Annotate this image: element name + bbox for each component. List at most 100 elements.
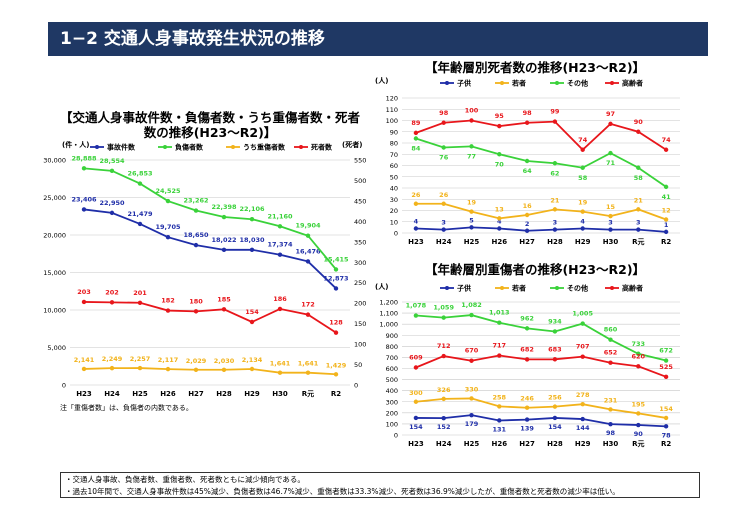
x-tick-label: R元	[632, 440, 644, 448]
y-tick-label: 100	[386, 117, 398, 125]
data-point	[497, 320, 502, 325]
data-label: 1,641	[270, 360, 291, 368]
x-tick-label: H28	[216, 390, 232, 398]
data-label: 62	[550, 169, 559, 177]
data-point	[81, 166, 87, 171]
data-point	[221, 307, 227, 312]
data-point	[580, 321, 585, 326]
data-point	[165, 308, 171, 313]
data-point	[441, 415, 446, 421]
data-point	[249, 247, 255, 252]
series-line	[415, 226, 667, 233]
data-label: 962	[520, 314, 534, 322]
data-label: 201	[133, 289, 147, 297]
data-label: 300	[409, 389, 423, 397]
y2-tick-label: 550	[354, 157, 366, 165]
data-point	[469, 312, 474, 318]
data-point	[580, 209, 585, 214]
data-label: 98	[523, 109, 533, 117]
data-label: 70	[495, 160, 505, 168]
y-tick-label: 50	[390, 173, 398, 181]
x-tick-label: H26	[160, 390, 176, 398]
data-point	[469, 412, 474, 418]
data-label: 139	[520, 425, 534, 433]
data-label: 77	[467, 152, 476, 160]
y-tick-label: 1,200	[379, 299, 398, 307]
x-tick-label: H28	[547, 440, 563, 448]
series-line	[415, 354, 667, 378]
y-tick-label: 20	[390, 207, 398, 215]
data-label: 620	[632, 352, 646, 360]
data-label: 152	[437, 423, 451, 431]
y-tick-label: 60	[390, 162, 398, 170]
series-line	[415, 137, 667, 188]
data-point	[524, 120, 530, 125]
data-label: 179	[465, 420, 479, 428]
data-point	[608, 121, 613, 127]
data-label: 186	[273, 295, 287, 303]
legend-marker	[299, 145, 303, 149]
data-label: 23,406	[71, 195, 97, 203]
x-tick-label: R元	[632, 238, 644, 246]
data-point	[663, 358, 669, 363]
data-point	[497, 404, 502, 409]
x-tick-label: H30	[603, 440, 619, 448]
data-label: 21	[634, 196, 644, 204]
data-label: 95	[495, 112, 505, 120]
legend-marker	[610, 81, 614, 85]
series-line	[415, 119, 667, 152]
legend-marker	[555, 81, 559, 85]
data-point	[497, 123, 502, 129]
data-label: 16,476	[295, 247, 321, 255]
data-point	[663, 147, 669, 152]
y-tick-label: 110	[386, 106, 398, 114]
summary-box: ・交通人身事故、負傷者数、重傷者数、死者数ともに減少傾向である。 ・過去10年間…	[60, 472, 700, 498]
data-label: 185	[217, 295, 231, 303]
data-label: 28,888	[71, 154, 97, 162]
y-tick-label: 80	[390, 140, 398, 148]
data-label: 21,160	[267, 212, 293, 220]
data-label: 19	[578, 199, 588, 207]
data-point	[608, 360, 613, 365]
data-point	[413, 313, 419, 318]
data-label: 2,117	[158, 356, 179, 364]
data-label: 17,374	[267, 241, 293, 249]
data-label: 18,650	[183, 231, 209, 239]
x-tick-label: H23	[408, 440, 424, 448]
data-point	[469, 358, 474, 363]
data-point	[663, 184, 669, 190]
data-label: 98	[439, 109, 449, 117]
data-point	[305, 370, 311, 375]
data-point	[81, 299, 87, 305]
data-label: 3	[441, 219, 446, 227]
y2-tick-label: 200	[354, 300, 366, 308]
y-tick-label: 30,000	[43, 157, 66, 165]
y-tick-label: 25,000	[43, 194, 66, 202]
data-label: 1,005	[572, 310, 593, 318]
data-point	[413, 415, 419, 421]
y2-tick-label: 100	[354, 341, 366, 349]
series-line	[83, 367, 337, 376]
x-tick-label: H26	[491, 440, 507, 448]
data-label: 19,705	[155, 223, 181, 231]
chart1-left-unit: (件・人)	[62, 141, 90, 149]
x-tick-label: H27	[188, 390, 204, 398]
data-label: 652	[604, 349, 618, 357]
y2-tick-label: 250	[354, 279, 366, 287]
legend-label: 子供	[457, 79, 471, 88]
data-point	[333, 267, 339, 272]
data-label: 3	[636, 219, 641, 227]
data-point	[608, 213, 613, 219]
data-label: 258	[493, 393, 507, 401]
series-line	[83, 301, 337, 334]
data-point	[552, 119, 558, 124]
x-tick-label: H25	[132, 390, 148, 398]
legend-label: うち重傷者数	[243, 143, 286, 152]
chart1-note: 注「重傷者数」は、負傷者の内数である。	[60, 404, 193, 412]
legend-label: 高齢者	[622, 79, 643, 88]
x-tick-label: H24	[436, 238, 452, 246]
data-point	[636, 351, 641, 356]
data-label: 131	[493, 425, 507, 433]
data-point	[608, 227, 613, 232]
y2-tick-label: 450	[354, 197, 366, 205]
